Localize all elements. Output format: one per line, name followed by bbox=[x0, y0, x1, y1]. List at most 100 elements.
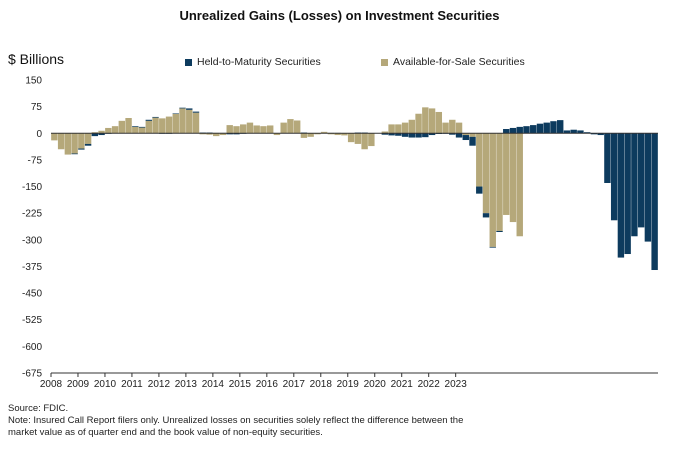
bar-htm bbox=[651, 133, 658, 271]
bar-afs bbox=[111, 126, 119, 134]
bar-afs bbox=[246, 122, 254, 134]
x-tick-label: 2013 bbox=[175, 379, 198, 390]
y-tick-label: 75 bbox=[31, 102, 43, 113]
y-tick-label: -150 bbox=[22, 182, 42, 193]
x-tick-label: 2017 bbox=[283, 379, 306, 390]
chart-notes: Source: FDIC. Note: Insured Call Report … bbox=[8, 403, 463, 439]
y-tick-label: 150 bbox=[25, 76, 42, 87]
bar-afs bbox=[219, 133, 227, 136]
bar-htm bbox=[192, 111, 200, 113]
bar-afs bbox=[64, 133, 72, 155]
bar-afs bbox=[489, 133, 496, 247]
bar-htm bbox=[422, 133, 429, 138]
bar-afs bbox=[327, 133, 335, 135]
bar-afs bbox=[57, 133, 65, 150]
bar-htm bbox=[503, 129, 510, 134]
bar-htm bbox=[583, 132, 591, 134]
bar-afs bbox=[78, 133, 85, 149]
y-tick-label: -450 bbox=[22, 289, 42, 300]
bar-afs bbox=[469, 133, 476, 137]
bar-htm bbox=[637, 133, 645, 228]
bar-afs bbox=[354, 133, 362, 144]
bar-afs bbox=[435, 111, 443, 134]
bar-afs bbox=[482, 133, 490, 214]
bar-htm bbox=[516, 126, 523, 134]
bar-afs bbox=[280, 122, 287, 134]
bar-htm bbox=[408, 133, 416, 138]
bar-htm bbox=[415, 133, 422, 138]
bar-afs bbox=[186, 109, 193, 134]
bar-afs bbox=[408, 119, 416, 134]
bar-afs bbox=[368, 133, 375, 147]
bar-htm bbox=[91, 133, 99, 137]
bar-afs bbox=[307, 133, 314, 137]
bar-afs bbox=[145, 120, 152, 134]
bar-afs bbox=[91, 132, 99, 134]
x-tick-label: 2015 bbox=[229, 379, 252, 390]
bar-htm bbox=[476, 186, 483, 194]
bar-afs bbox=[233, 126, 240, 134]
source-note: Source: FDIC. bbox=[8, 403, 69, 414]
bar-afs bbox=[428, 108, 436, 134]
x-tick-label: 2014 bbox=[202, 379, 225, 390]
bar-htm bbox=[557, 120, 564, 134]
bar-afs bbox=[320, 131, 328, 134]
bar-htm bbox=[449, 133, 456, 135]
bar-afs bbox=[199, 133, 206, 135]
bar-afs bbox=[213, 133, 220, 137]
bar-afs bbox=[165, 116, 173, 134]
bar-htm bbox=[577, 130, 584, 134]
bar-htm bbox=[98, 133, 105, 136]
x-tick-label: 2009 bbox=[67, 379, 90, 390]
bar-htm bbox=[536, 123, 544, 134]
bar-afs bbox=[503, 133, 510, 215]
bar-afs bbox=[381, 131, 389, 134]
bar-htm bbox=[462, 135, 469, 141]
bar-htm bbox=[496, 230, 503, 233]
bar-afs bbox=[347, 133, 355, 143]
bar-afs bbox=[341, 133, 348, 136]
bar-htm bbox=[489, 246, 496, 248]
footnote-line-2: market value as of quarter end and the b… bbox=[8, 427, 323, 438]
bar-afs bbox=[476, 133, 483, 187]
legend-label-afs: Available-for-Sale Securities bbox=[393, 56, 525, 68]
bar-htm bbox=[172, 113, 179, 114]
bar-htm bbox=[152, 116, 159, 118]
bar-htm bbox=[179, 107, 186, 109]
bar-htm bbox=[71, 153, 78, 155]
bar-afs bbox=[260, 126, 267, 134]
y-tick-label: -525 bbox=[22, 315, 42, 326]
bar-afs bbox=[442, 122, 449, 134]
bar-afs bbox=[300, 133, 308, 138]
y-tick-label: -375 bbox=[22, 262, 42, 273]
legend-swatch-htm bbox=[185, 58, 192, 66]
bar-htm bbox=[597, 133, 604, 136]
legend-item-htm: Held-to-Maturity Securities bbox=[185, 56, 321, 68]
bar-afs bbox=[496, 133, 503, 231]
bar-afs bbox=[125, 118, 132, 134]
bar-htm bbox=[610, 133, 618, 221]
legend-label-htm: Held-to-Maturity Securities bbox=[197, 56, 321, 68]
bar-htm bbox=[145, 119, 152, 121]
y-tick-label: -75 bbox=[28, 155, 43, 166]
y-tick-label: -600 bbox=[22, 342, 42, 353]
y-tick-label: 0 bbox=[36, 129, 42, 140]
x-tick-label: 2022 bbox=[418, 379, 441, 390]
x-tick-label: 2023 bbox=[445, 379, 468, 390]
bar-afs bbox=[266, 125, 274, 134]
x-tick-label: 2010 bbox=[94, 379, 117, 390]
bar-htm bbox=[138, 126, 146, 128]
bar-htm bbox=[590, 133, 598, 135]
bar-afs bbox=[449, 119, 456, 134]
bar-htm bbox=[550, 121, 557, 134]
bar-afs bbox=[509, 133, 517, 223]
bar-htm bbox=[644, 133, 652, 242]
bar-htm bbox=[631, 133, 638, 237]
bar-htm bbox=[509, 127, 517, 134]
bar-htm bbox=[469, 136, 476, 146]
bar-afs bbox=[118, 120, 126, 134]
bar-afs bbox=[388, 124, 395, 134]
x-tick-label: 2016 bbox=[256, 379, 279, 390]
y-tick-label: -225 bbox=[22, 209, 42, 220]
bar-afs bbox=[253, 125, 260, 134]
